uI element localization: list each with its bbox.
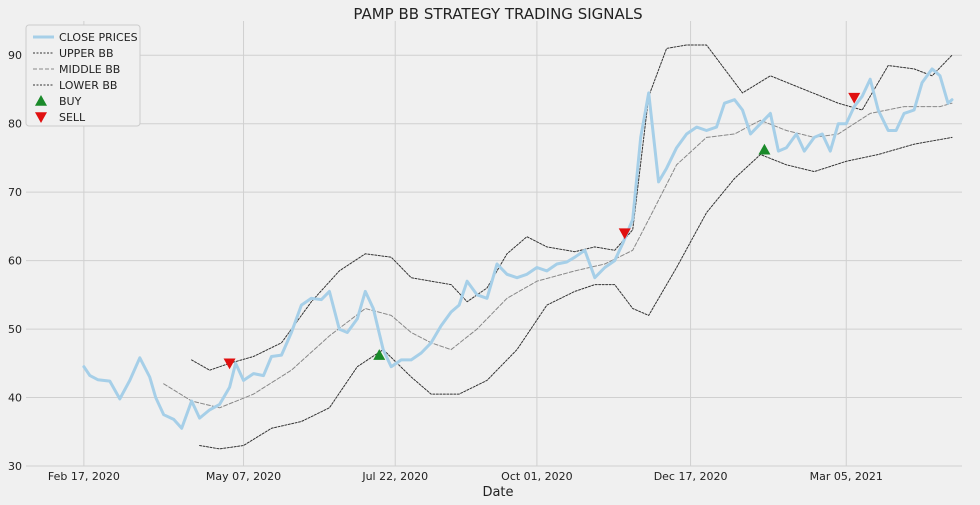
buy-marker — [758, 143, 771, 155]
legend-label: CLOSE PRICES — [59, 31, 138, 44]
x-tick-label: Oct 01, 2020 — [501, 470, 573, 483]
legend-label: LOWER BB — [59, 79, 117, 92]
plot-area — [26, 21, 962, 466]
series-line-upper-bb — [191, 44, 953, 371]
x-axis: Feb 17, 2020 May 07, 2020 Jul 22, 2020 Oct … — [48, 470, 883, 483]
y-tick-label: 30 — [8, 460, 22, 473]
grid — [26, 21, 962, 467]
sell-marker — [618, 228, 631, 240]
x-tick-label: Jul 22, 2020 — [361, 470, 428, 483]
y-tick-label: 80 — [8, 118, 22, 131]
x-tick-label: Feb 17, 2020 — [48, 470, 120, 483]
x-tick-label: Mar 05, 2021 — [810, 470, 883, 483]
legend-swatch — [35, 112, 47, 123]
x-tick-label: May 07, 2020 — [206, 470, 281, 483]
chart-title: PAMP BB STRATEGY TRADING SIGNALS — [353, 5, 642, 23]
legend-label: MIDDLE BB — [59, 63, 120, 76]
legend: CLOSE PRICES UPPER BB MIDDLE BB LOWER BB BUY… — [25, 24, 141, 127]
buy-marker — [373, 349, 386, 360]
y-tick-label: 50 — [8, 323, 22, 336]
y-tick-label: 40 — [8, 392, 22, 405]
y-tick-label: 70 — [8, 186, 22, 199]
x-tick-label: Dec 17, 2020 — [654, 470, 728, 483]
sell-marker — [223, 358, 236, 370]
legend-swatch — [35, 95, 47, 106]
y-tick-label: 60 — [8, 255, 22, 268]
y-axis: 30 40 50 60 70 80 90 — [8, 49, 22, 473]
sell-marker — [848, 92, 861, 104]
series-line-lower-bb — [199, 136, 953, 450]
legend-label: BUY — [59, 95, 82, 108]
y-tick-label: 90 — [8, 49, 22, 62]
x-axis-label: Date — [482, 485, 513, 500]
legend-label: SELL — [59, 111, 86, 124]
legend-label: UPPER BB — [59, 47, 114, 60]
series-layer — [82, 44, 954, 450]
series-line-close-prices — [82, 67, 954, 430]
marker-layer — [223, 92, 861, 370]
legend-box — [25, 24, 141, 127]
